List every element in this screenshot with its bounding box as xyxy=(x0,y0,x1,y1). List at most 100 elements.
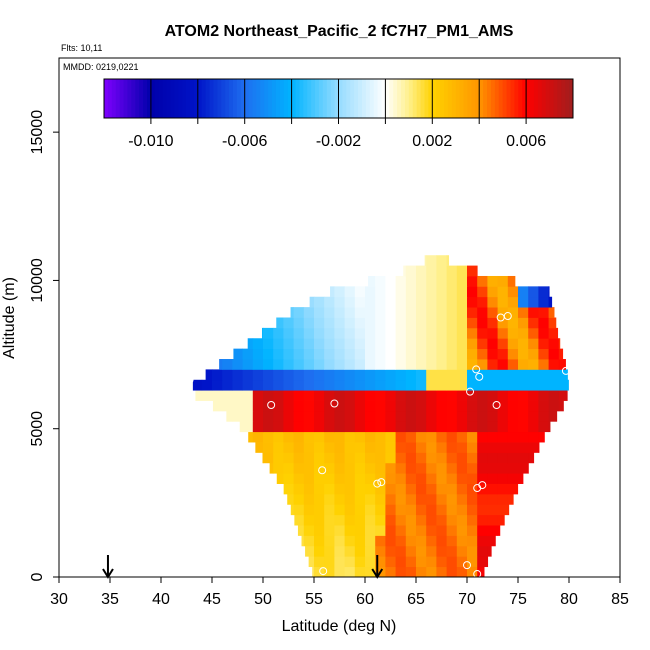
field-cell xyxy=(456,493,468,505)
colorbar-segment xyxy=(440,79,445,118)
field-cell xyxy=(354,296,366,308)
field-cell xyxy=(436,359,447,370)
sample-point xyxy=(319,567,328,576)
field-cell xyxy=(497,431,509,443)
field-cell xyxy=(456,379,468,391)
field-cell xyxy=(416,545,427,557)
field-cell xyxy=(273,431,284,443)
field-cell xyxy=(294,514,305,526)
colorbar-segment xyxy=(166,79,171,118)
field-cell xyxy=(375,338,386,350)
field-cell xyxy=(426,566,437,578)
field-cell xyxy=(252,400,264,412)
colorbar-segment xyxy=(334,79,339,118)
field-cell xyxy=(403,265,407,277)
field-cell xyxy=(314,390,325,401)
colorbar-segment xyxy=(170,79,175,118)
colorbar-segment xyxy=(537,79,543,118)
field-cell xyxy=(477,431,488,443)
field-cell xyxy=(324,338,335,350)
colorbar-segment xyxy=(565,79,570,118)
field-cell xyxy=(538,307,549,318)
field-cell xyxy=(436,327,447,339)
field-cell xyxy=(456,556,468,568)
field-cell xyxy=(477,556,488,568)
colorbar-segment xyxy=(483,79,488,118)
field-cell xyxy=(375,369,386,381)
field-cell xyxy=(558,369,568,381)
field-cell xyxy=(518,338,529,350)
field-cell xyxy=(436,473,447,484)
field-cell xyxy=(293,348,305,360)
field-cell xyxy=(334,410,345,422)
field-cell xyxy=(354,556,366,568)
field-cell xyxy=(242,390,254,401)
field-cell xyxy=(344,514,356,526)
field-cell xyxy=(354,462,366,474)
field-cell xyxy=(395,504,407,516)
field-cell xyxy=(273,390,284,401)
field-cell xyxy=(426,307,437,318)
colorbar-segment xyxy=(447,79,453,118)
colorbar-segment xyxy=(189,79,195,118)
field-cell xyxy=(477,296,488,308)
field-cell xyxy=(436,525,447,536)
field-cell xyxy=(375,493,386,505)
field-cell xyxy=(344,400,356,412)
field-cell xyxy=(456,483,468,495)
field-cell xyxy=(395,359,407,370)
field-cell xyxy=(375,452,386,464)
field-cell xyxy=(252,379,264,391)
field-cell xyxy=(344,307,356,318)
field-cell xyxy=(344,504,356,516)
field-cell xyxy=(222,359,233,370)
field-cell xyxy=(212,400,223,412)
field-cell xyxy=(416,535,427,547)
colorbar-segment xyxy=(213,79,218,118)
field-cell xyxy=(395,452,407,464)
field-cell xyxy=(354,421,366,433)
field-cell xyxy=(365,556,376,568)
field-cell xyxy=(538,442,540,453)
field-cell xyxy=(518,296,529,308)
field-cell xyxy=(375,317,386,329)
field-cell xyxy=(273,442,284,453)
field-cell xyxy=(405,431,417,443)
field-cell xyxy=(548,338,560,350)
field-cell xyxy=(446,307,458,318)
colorbar-segment xyxy=(252,79,257,118)
field-cell xyxy=(365,338,376,350)
x-axis: 30 35 40 45 50 55 60 65 70 75 80 85 xyxy=(50,577,629,608)
field-cell xyxy=(255,442,264,453)
field-cell xyxy=(314,452,325,464)
field-cell xyxy=(395,556,407,568)
field-cell xyxy=(308,556,315,568)
colorbar-segment xyxy=(307,79,312,118)
field-cell xyxy=(365,379,376,391)
field-cell xyxy=(446,462,458,474)
field-cell xyxy=(548,317,557,329)
field-cell xyxy=(354,379,366,391)
field-cell xyxy=(416,379,427,391)
field-cell xyxy=(507,483,519,495)
field-cell xyxy=(344,296,356,308)
field-cell xyxy=(324,504,335,516)
colorbar-segment xyxy=(111,79,117,118)
field-cell xyxy=(233,348,243,360)
field-cell xyxy=(293,421,305,433)
field-cell xyxy=(375,525,386,536)
field-cell xyxy=(436,566,447,578)
field-cell xyxy=(303,535,315,547)
field-cell xyxy=(263,327,274,339)
field-cell xyxy=(467,514,478,526)
colorbar-segment xyxy=(315,79,320,118)
field-cell xyxy=(456,566,468,578)
field-cell xyxy=(395,493,407,505)
field-cell xyxy=(195,390,203,401)
field-cell xyxy=(446,255,450,266)
field-cell xyxy=(446,493,458,505)
field-cell xyxy=(416,473,427,484)
field-cell xyxy=(385,379,396,391)
colorbar-segment xyxy=(502,79,508,118)
field-cell xyxy=(416,421,427,433)
